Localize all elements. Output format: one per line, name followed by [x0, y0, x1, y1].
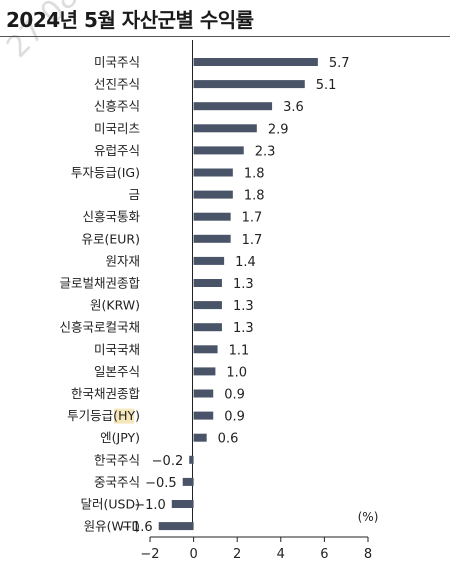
- category-label: 신흥국로컬국채: [59, 320, 140, 335]
- x-tick-label: −2: [140, 547, 159, 562]
- x-tick-label: 8: [364, 547, 372, 562]
- bar: [193, 168, 233, 177]
- x-tick-label: 6: [320, 547, 328, 562]
- data-label: 1.8: [244, 189, 265, 204]
- data-label: 5.1: [316, 78, 337, 93]
- data-label: 1.1: [229, 343, 250, 358]
- category-label: 신흥주식: [94, 99, 140, 114]
- category-label: 일본주식: [94, 364, 140, 379]
- bar: [171, 500, 194, 508]
- category-label: 한국주식: [94, 452, 140, 467]
- category-label: 선진주식: [94, 77, 140, 92]
- bar: [193, 279, 222, 287]
- bar: [189, 455, 194, 464]
- bar: [193, 234, 231, 243]
- bar: [193, 146, 244, 155]
- category-label: 미국국채: [94, 342, 140, 357]
- category-label: 미국리츠: [94, 121, 140, 136]
- label-highlight: [114, 408, 134, 424]
- bar: [193, 58, 318, 66]
- category-label: 원자재: [105, 253, 140, 268]
- bar: [193, 102, 273, 111]
- x-tick-label: 4: [277, 547, 285, 562]
- bar: [193, 301, 222, 310]
- data-label: 1.3: [233, 277, 254, 292]
- category-label: 금: [128, 187, 140, 202]
- category-label: 글로벌채권종합: [59, 276, 140, 291]
- title-divider: [0, 36, 450, 37]
- bar: [193, 433, 207, 442]
- data-label: 1.7: [242, 211, 263, 226]
- category-label: 유럽주식: [94, 143, 140, 158]
- bar: [182, 477, 194, 486]
- unit-label: (%): [358, 510, 379, 524]
- category-label: 신흥국통화: [82, 209, 140, 224]
- bar: [193, 389, 214, 398]
- category-label: 미국주식: [94, 55, 140, 70]
- data-label: 2.3: [255, 144, 276, 159]
- data-label: −1.6: [121, 520, 153, 535]
- chart-title: 2024년 5월 자산군별 수익률: [6, 8, 254, 32]
- data-label: 1.3: [233, 321, 254, 336]
- bar: [158, 522, 194, 531]
- bar: [193, 367, 216, 376]
- category-label: 원유(WTI): [84, 519, 140, 534]
- category-label: 한국채권종합: [71, 386, 141, 401]
- data-label: 2.9: [268, 122, 289, 137]
- plot-frame: [192, 40, 193, 530]
- data-label: −0.5: [145, 476, 177, 491]
- x-tick-label: 0: [189, 547, 197, 562]
- bar: [193, 323, 222, 332]
- data-label: 1.8: [244, 167, 265, 182]
- data-label: 1.0: [226, 365, 247, 380]
- bar: [193, 411, 214, 420]
- category-label: 투기등급(HY): [67, 408, 140, 423]
- category-label: 엔(JPY): [100, 430, 140, 445]
- data-label: 0.9: [224, 410, 245, 425]
- bar: [193, 212, 231, 221]
- data-label: 1.4: [235, 255, 256, 270]
- data-label: −1.0: [134, 498, 166, 513]
- bar: [193, 80, 305, 89]
- bar: [193, 190, 233, 199]
- category-label: 투자등급(IG): [71, 165, 140, 180]
- data-label: 0.9: [224, 388, 245, 403]
- data-label: 5.7: [329, 56, 350, 71]
- category-label: 달러(USD): [81, 497, 140, 512]
- x-tick-label: 2: [233, 547, 241, 562]
- data-label: −0.2: [152, 454, 184, 469]
- data-label: 0.6: [218, 432, 239, 447]
- category-label-highlight: HY: [118, 408, 135, 423]
- category-label: 중국주식: [94, 474, 140, 489]
- data-label: 1.3: [233, 299, 254, 314]
- data-label: 1.7: [242, 233, 263, 248]
- bar: [193, 256, 225, 265]
- bar: [193, 345, 218, 354]
- category-label: 원(KRW): [90, 298, 140, 313]
- bar: [193, 124, 257, 133]
- category-label: 유로(EUR): [82, 231, 141, 246]
- data-label: 3.6: [283, 100, 304, 115]
